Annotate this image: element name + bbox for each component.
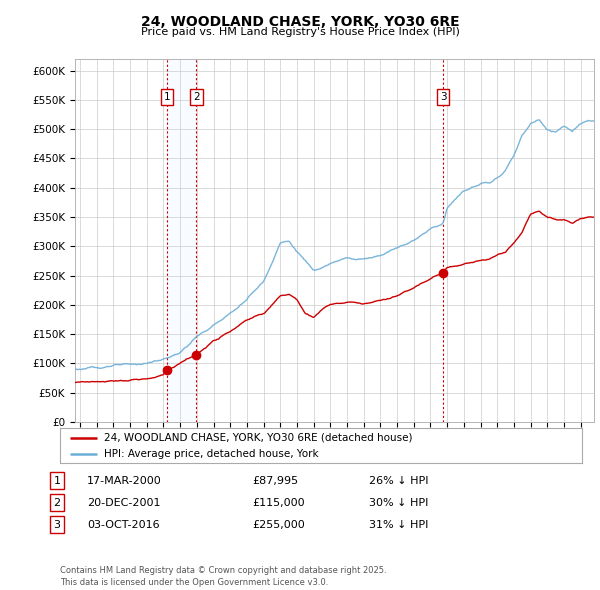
Text: 24, WOODLAND CHASE, YORK, YO30 6RE: 24, WOODLAND CHASE, YORK, YO30 6RE (140, 15, 460, 29)
Text: 1: 1 (164, 92, 170, 102)
Text: Contains HM Land Registry data © Crown copyright and database right 2025.
This d: Contains HM Land Registry data © Crown c… (60, 566, 386, 587)
Text: 31% ↓ HPI: 31% ↓ HPI (369, 520, 428, 529)
Text: 24, WOODLAND CHASE, YORK, YO30 6RE (detached house): 24, WOODLAND CHASE, YORK, YO30 6RE (deta… (104, 432, 413, 442)
Text: 03-OCT-2016: 03-OCT-2016 (87, 520, 160, 529)
Text: 3: 3 (440, 92, 446, 102)
Text: 20-DEC-2001: 20-DEC-2001 (87, 498, 161, 507)
Text: HPI: Average price, detached house, York: HPI: Average price, detached house, York (104, 450, 319, 459)
Text: 30% ↓ HPI: 30% ↓ HPI (369, 498, 428, 507)
Text: £87,995: £87,995 (252, 476, 298, 486)
Text: 2: 2 (193, 92, 200, 102)
Text: £115,000: £115,000 (252, 498, 305, 507)
Text: Price paid vs. HM Land Registry's House Price Index (HPI): Price paid vs. HM Land Registry's House … (140, 27, 460, 37)
Text: 26% ↓ HPI: 26% ↓ HPI (369, 476, 428, 486)
Bar (167, 59, 196, 422)
Text: 17-MAR-2000: 17-MAR-2000 (87, 476, 162, 486)
Text: 1: 1 (53, 476, 61, 486)
Text: 3: 3 (53, 520, 61, 529)
Text: £255,000: £255,000 (252, 520, 305, 529)
Text: 2: 2 (53, 498, 61, 507)
